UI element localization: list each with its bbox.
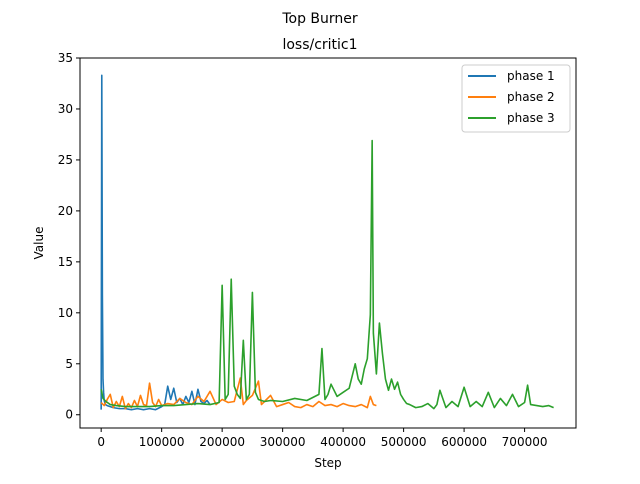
y-tick-label: 20	[58, 204, 73, 218]
y-axis: 0 5 10 15 20 25 30 35	[58, 51, 80, 422]
x-tick-label: 0	[97, 435, 105, 449]
legend-label: phase 2	[507, 90, 555, 104]
x-tick-label: 300000	[260, 435, 306, 449]
y-tick-label: 35	[58, 51, 73, 65]
series-layer	[100, 74, 554, 411]
legend: phase 1 phase 2 phase 3	[461, 64, 571, 133]
x-tick-label: 400000	[320, 435, 366, 449]
y-tick-label: 10	[58, 306, 73, 320]
series-line-phase-3	[100, 139, 554, 410]
y-tick-label: 5	[65, 357, 73, 371]
legend-box	[461, 64, 571, 133]
x-tick-label: 500000	[381, 435, 427, 449]
y-tick-label: 15	[58, 255, 73, 269]
series-line-phase-1	[100, 74, 211, 411]
y-tick-label: 0	[65, 408, 73, 422]
plot-area	[79, 57, 577, 429]
x-tick-label: 700000	[502, 435, 548, 449]
y-tick-label: 30	[58, 102, 73, 116]
suptitle: Top Burner	[281, 11, 358, 27]
legend-label: phase 1	[507, 69, 555, 83]
x-tick-label: 100000	[139, 435, 185, 449]
y-axis-label: Value	[32, 227, 46, 260]
plot-frame	[79, 57, 577, 429]
x-tick-label: 600000	[441, 435, 487, 449]
x-axis-label: Step	[314, 456, 341, 470]
y-tick-label: 25	[58, 153, 73, 167]
x-axis: 0 100000 200000 300000 400000 500000 600000 700…	[97, 428, 547, 449]
chart-title: loss/critic1	[282, 37, 357, 53]
x-tick-label: 200000	[199, 435, 245, 449]
legend-label: phase 3	[507, 111, 555, 125]
